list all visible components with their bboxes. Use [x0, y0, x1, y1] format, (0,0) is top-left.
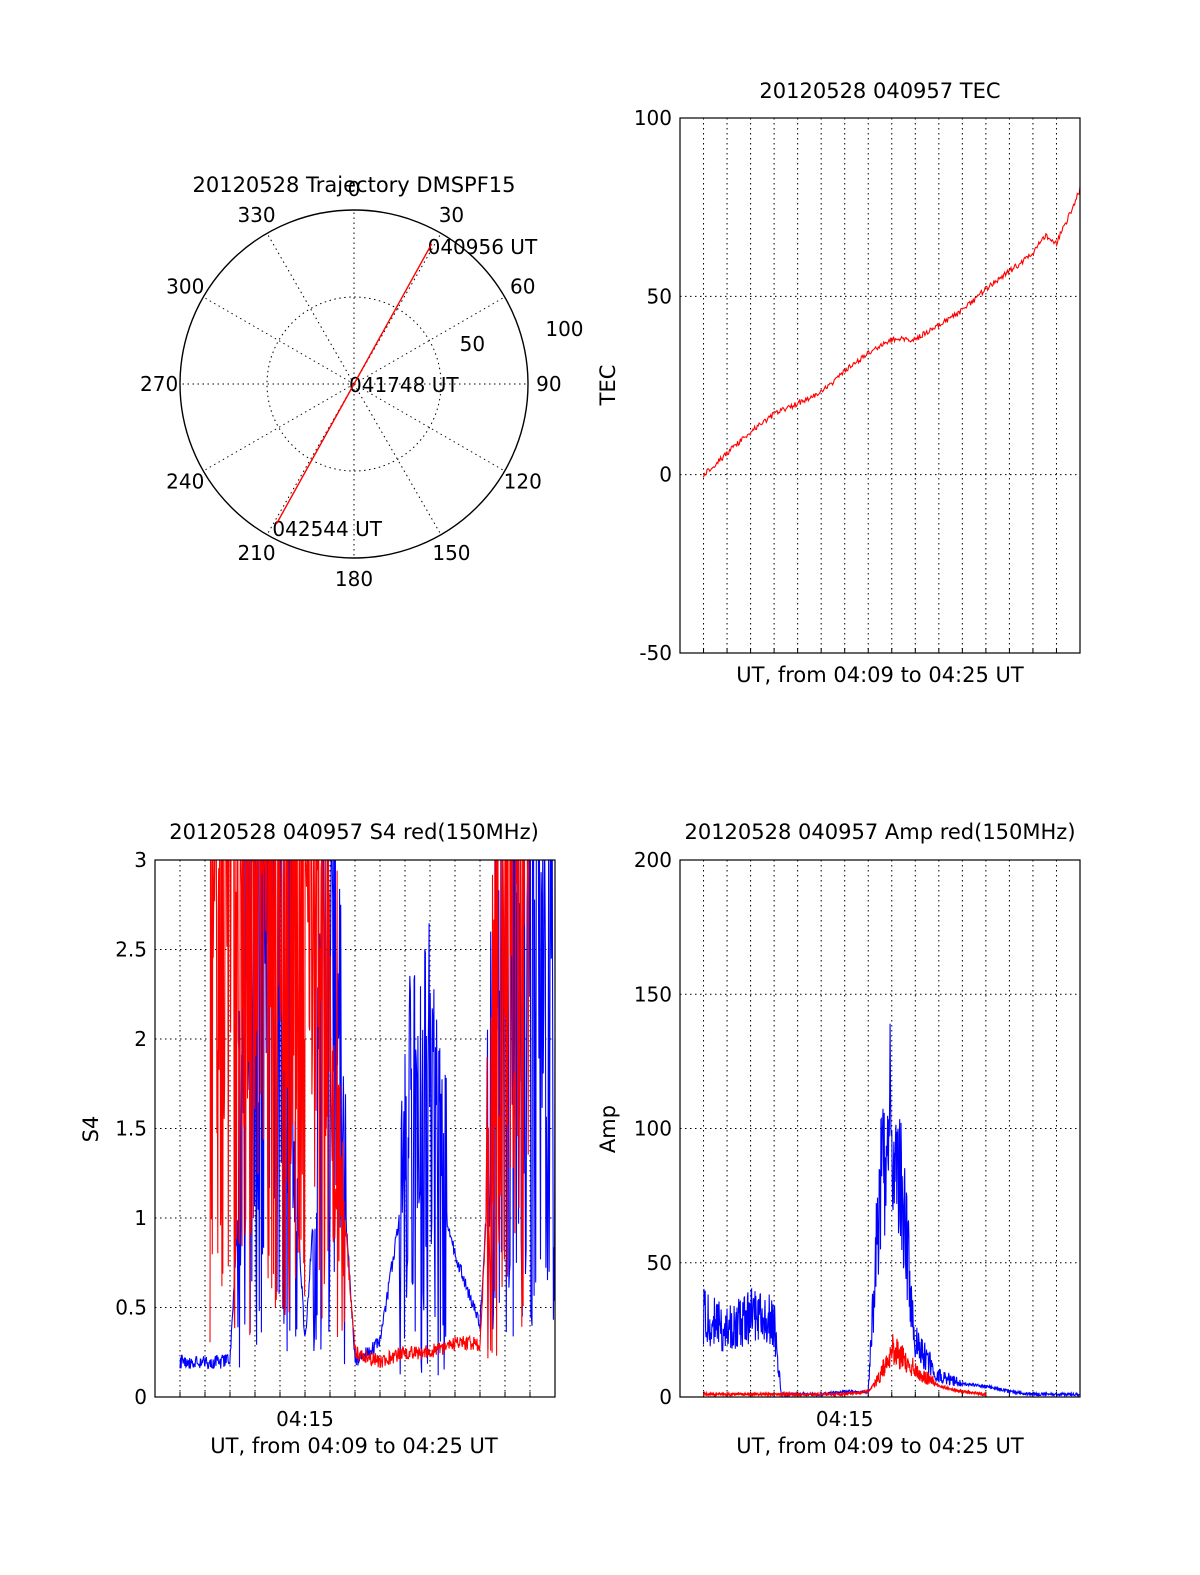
polar-spoke-330: [266, 233, 355, 385]
s4-y-axis-label: S4: [79, 1116, 103, 1143]
trajectory-annotation: 040956 UT: [428, 235, 538, 259]
azimuth-label-90: 90: [536, 372, 561, 396]
p4-y-tick-label: 50: [647, 1251, 672, 1275]
azimuth-label-240: 240: [166, 469, 204, 493]
p3-y-tick-label: 2.5: [115, 938, 147, 962]
tec-plot-frame: [679, 117, 1081, 654]
azimuth-label-30: 30: [439, 203, 464, 227]
azimuth-label-210: 210: [237, 541, 275, 565]
p4-y-tick-label: 150: [634, 982, 672, 1006]
p4-y-tick-label: 200: [634, 848, 672, 872]
tec-title: 20120528 040957 TEC: [759, 79, 1000, 103]
amp-title: 20120528 040957 Amp red(150MHz): [684, 820, 1075, 844]
s4-plot-frame: [154, 859, 556, 1398]
amp-line-chart: 20120528 040957 Amp red(150MHz) 0 50 100 15…: [596, 820, 1081, 1458]
p2-y-tick-label: -50: [639, 641, 672, 665]
tec-y-axis-label: TEC: [596, 365, 620, 407]
p3-x-tick-label: 04:15: [276, 1407, 334, 1431]
polar-spoke-60: [353, 296, 505, 385]
trajectory-title: 20120528 Trajectory DMSPF15: [192, 173, 515, 197]
polar-spoke-120: [353, 383, 505, 472]
p3-y-tick-label: 1: [134, 1206, 147, 1230]
azimuth-label-180: 180: [335, 567, 373, 591]
radial-label-50: 50: [460, 332, 485, 356]
azimuth-label-150: 150: [432, 541, 470, 565]
p3-y-tick-label: 0.5: [115, 1296, 147, 1320]
trajectory-line: [275, 243, 433, 525]
s4-title: 20120528 040957 S4 red(150MHz): [169, 820, 539, 844]
amp-plot-frame: [679, 859, 1081, 1398]
s4-line-chart: 20120528 040957 S4 red(150MHz) 0 0.5 1 1.5 2…: [79, 820, 556, 1458]
azimuth-label-0: 0: [348, 177, 361, 201]
radial-label-100: 100: [545, 317, 583, 341]
trajectory-annotation: 041748 UT: [349, 373, 459, 397]
p4-series-red: [702, 1334, 987, 1398]
tec-x-axis-label: UT, from 04:09 to 04:25 UT: [736, 663, 1024, 687]
polar-spoke-150: [353, 383, 442, 535]
p4-y-tick-label: 100: [634, 1117, 672, 1141]
p4-y-tick-label: 0: [659, 1385, 672, 1409]
p3-y-tick-label: 3: [134, 848, 147, 872]
p3-series-red: [209, 859, 530, 1369]
polar-spoke-300: [203, 296, 355, 385]
p2-y-tick-label: 50: [647, 284, 672, 308]
trajectory-annotation: 042544 UT: [272, 517, 382, 541]
polar-spoke-240: [203, 383, 355, 472]
p3-y-tick-label: 1.5: [115, 1117, 147, 1141]
p2-y-tick-label: 0: [659, 463, 672, 487]
polar-outer-ring: [179, 209, 529, 559]
azimuth-label-300: 300: [166, 275, 204, 299]
p2-y-tick-label: 100: [634, 106, 672, 130]
azimuth-label-120: 120: [504, 469, 542, 493]
p4-series-blue: [702, 1023, 1081, 1398]
azimuth-label-60: 60: [510, 275, 535, 299]
azimuth-label-330: 330: [237, 203, 275, 227]
p4-x-tick-label: 04:15: [816, 1407, 874, 1431]
p3-y-tick-label: 2: [134, 1027, 147, 1051]
p2-series-red: [702, 186, 1081, 478]
polar-ring-50: [266, 296, 442, 472]
tec-line-chart: 20120528 040957 TEC -50 0 50 100 UT, from 0…: [596, 79, 1081, 687]
p3-y-tick-label: 0: [134, 1385, 147, 1409]
s4-x-axis-label: UT, from 04:09 to 04:25 UT: [210, 1434, 498, 1458]
polar-spoke-210: [266, 383, 355, 535]
trajectory-polar-chart: 20120528 Trajectory DMSPF15 0 30 60 90 120 15…: [140, 173, 584, 591]
polar-spoke-30: [353, 233, 442, 385]
amp-x-axis-label: UT, from 04:09 to 04:25 UT: [736, 1434, 1024, 1458]
azimuth-label-270: 270: [140, 372, 178, 396]
amp-y-axis-label: Amp: [596, 1105, 620, 1153]
